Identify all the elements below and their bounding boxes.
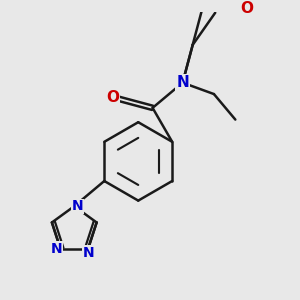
Text: N: N [82, 246, 94, 260]
Text: O: O [240, 1, 253, 16]
Text: N: N [176, 75, 189, 90]
Text: N: N [72, 199, 83, 213]
Text: N: N [51, 242, 62, 256]
Text: O: O [106, 90, 119, 105]
